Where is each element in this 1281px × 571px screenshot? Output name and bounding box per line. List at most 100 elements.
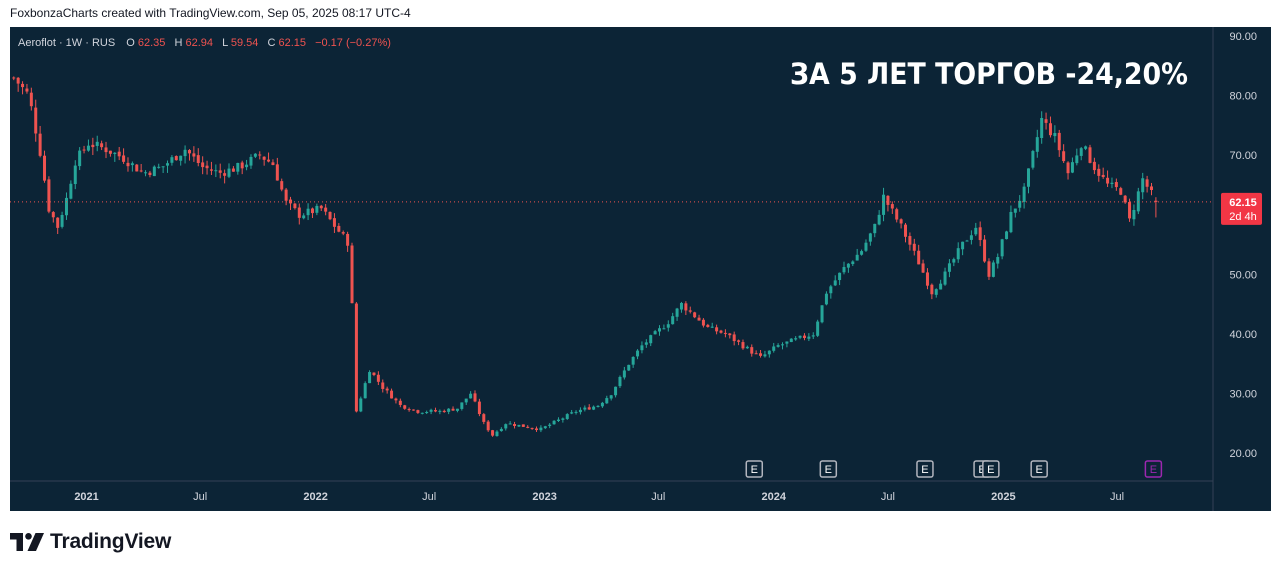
candle — [64, 192, 68, 220]
candle-body — [451, 408, 455, 411]
candle — [341, 230, 345, 236]
candle-body — [205, 165, 209, 169]
candle-body — [130, 163, 134, 166]
candle — [785, 341, 789, 348]
candle — [495, 430, 499, 437]
candle — [315, 203, 319, 216]
candle-body — [1070, 162, 1074, 173]
candle — [816, 319, 820, 338]
candle — [328, 211, 332, 221]
candle — [280, 178, 284, 192]
candle — [658, 325, 662, 336]
candle-body — [306, 208, 310, 216]
candle — [838, 272, 842, 286]
legend-line[interactable]: Aeroflot · 1W · RUS O 62.35 H 62.94 L 59… — [18, 37, 391, 49]
candle-body — [710, 326, 714, 328]
candle — [271, 159, 275, 166]
candle-body — [1066, 162, 1070, 174]
candle-body — [737, 340, 741, 342]
candle-body — [556, 419, 560, 422]
tradingview-wordmark: TradingView — [50, 530, 172, 553]
candle-body — [477, 401, 481, 415]
candle-body — [284, 189, 288, 201]
candle — [148, 170, 152, 178]
candle — [820, 305, 824, 324]
candle-body — [991, 262, 995, 277]
candle — [425, 410, 429, 415]
candle-body — [223, 173, 227, 176]
tradingview-logo[interactable]: TradingView — [10, 529, 171, 555]
candle-body — [341, 232, 345, 234]
candle-body — [315, 205, 319, 213]
candle-body — [759, 353, 763, 356]
candle-body — [271, 162, 275, 166]
candle — [592, 405, 596, 411]
earnings-marker-box — [1144, 460, 1163, 478]
candle — [433, 407, 437, 413]
candle — [78, 147, 82, 171]
time-tick-label: Jul — [881, 491, 895, 503]
candle — [275, 157, 279, 181]
candle-body — [152, 166, 156, 177]
candle-body — [715, 327, 719, 332]
candle-body — [838, 272, 842, 281]
candle-body — [517, 424, 521, 427]
candle-body — [829, 286, 833, 294]
candle-body — [486, 421, 490, 431]
candle — [170, 155, 174, 166]
candle — [1013, 208, 1017, 218]
candle-body — [908, 236, 912, 245]
candle — [763, 350, 767, 358]
candle-body — [438, 410, 442, 412]
candle — [302, 213, 306, 220]
candle-body — [95, 141, 99, 146]
candle-body — [1053, 133, 1057, 137]
earnings-marker-label: E — [751, 464, 758, 476]
candle-body — [161, 166, 165, 168]
candle-body — [587, 407, 591, 410]
candle-body — [886, 195, 890, 205]
candle-body — [772, 346, 776, 351]
chart-plot-background — [10, 27, 1271, 511]
candle — [29, 87, 33, 111]
candle — [1035, 129, 1039, 158]
candle-body — [754, 353, 758, 355]
candle-body — [504, 424, 508, 429]
candle — [1101, 167, 1105, 179]
candle-body — [868, 233, 872, 242]
candle — [1084, 145, 1088, 151]
candle — [833, 275, 837, 287]
candle-body — [354, 303, 358, 412]
candle-body — [609, 395, 613, 399]
candle — [16, 77, 20, 92]
candle-body — [122, 155, 126, 162]
candle-body — [460, 402, 464, 409]
price-badge-box — [1221, 192, 1262, 225]
candle — [310, 207, 314, 218]
candle — [429, 408, 433, 415]
candle — [218, 163, 222, 179]
candle-body — [535, 428, 539, 431]
candle — [715, 324, 719, 335]
candle-body — [763, 354, 767, 357]
candle — [1088, 144, 1092, 164]
candle — [390, 388, 394, 399]
candle-body — [113, 152, 117, 154]
candle-body — [293, 203, 297, 209]
candle — [381, 379, 385, 393]
candle-body — [196, 155, 200, 163]
candle — [451, 406, 455, 411]
candle — [640, 341, 644, 354]
candle-body — [855, 254, 859, 261]
candle — [912, 238, 916, 256]
candle-body — [183, 149, 187, 157]
earnings-marker-box — [982, 460, 1000, 478]
candle-body — [974, 227, 978, 235]
candle — [649, 334, 653, 347]
price-badge: 62.15 2d 4h — [1221, 192, 1262, 225]
candle — [846, 263, 850, 273]
candle — [614, 386, 618, 398]
candle-body — [1062, 151, 1066, 162]
candle-body — [649, 335, 653, 344]
